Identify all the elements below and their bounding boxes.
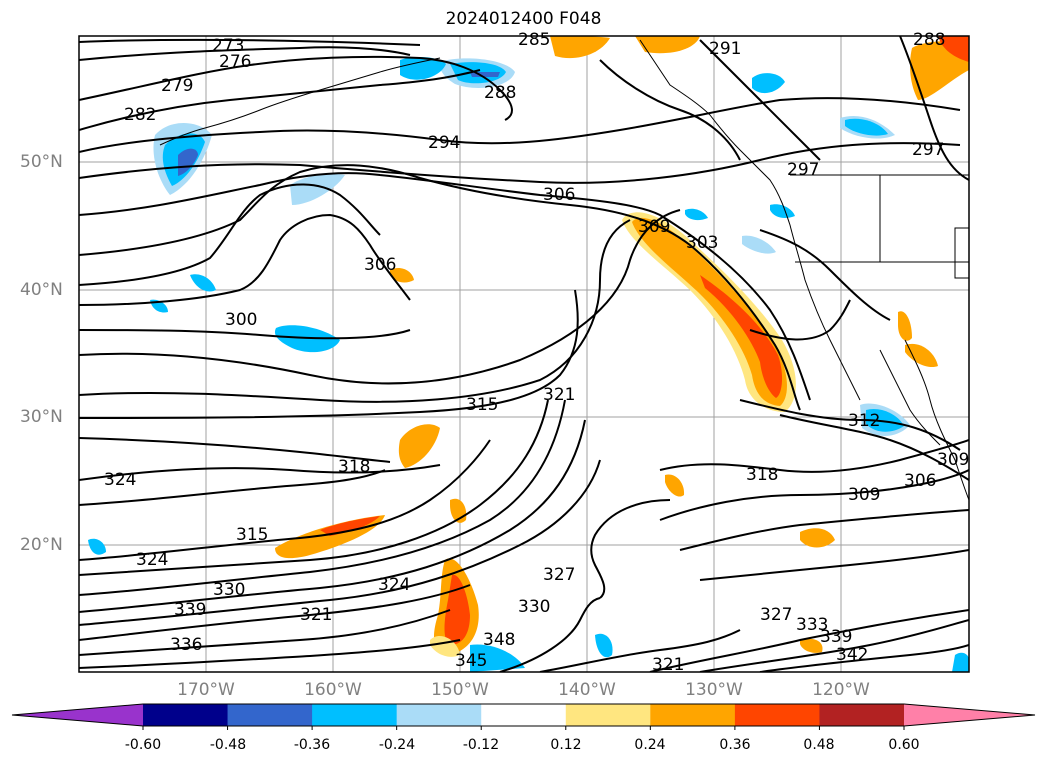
colorbar-tick-label: 0.24 — [634, 737, 666, 753]
contour-label: 330 — [213, 580, 245, 600]
contours — [79, 36, 969, 672]
contour-label: 288 — [913, 30, 945, 50]
shaded-fields — [88, 36, 969, 672]
contour-label: 297 — [787, 160, 819, 180]
map-title: 2024012400 F048 — [445, 9, 602, 29]
colorbar-extend-high — [904, 704, 1035, 726]
lon-label: 160°W — [304, 680, 362, 700]
contour-label: 276 — [219, 52, 251, 72]
colorbar-segment — [734, 704, 820, 726]
colorbar-segment — [565, 704, 651, 726]
contour-label: 333 — [796, 615, 828, 635]
colorbar-segment — [650, 704, 736, 726]
contour-label: 306 — [543, 185, 575, 205]
contour-label: 279 — [161, 76, 193, 96]
contour-label: 306 — [364, 255, 396, 275]
contour-label: 342 — [836, 645, 868, 665]
colorbar-extend-low — [12, 704, 143, 726]
contour-label: 273 — [212, 36, 244, 56]
lon-label: 130°W — [685, 680, 743, 700]
colorbar-tick-label: 0.48 — [803, 737, 835, 753]
contour-label: 306 — [904, 471, 936, 491]
contour-label: 309 — [638, 217, 670, 237]
contour-label: 297 — [912, 140, 944, 160]
contour-label: 282 — [124, 105, 156, 125]
contour-label: 309 — [848, 485, 880, 505]
contour-label: 294 — [428, 133, 460, 153]
colorbar-segment — [819, 704, 905, 726]
contour-label: 318 — [746, 465, 778, 485]
contour-label: 315 — [466, 395, 498, 415]
colorbar-tick-label: -0.60 — [124, 737, 162, 753]
contour-label: 324 — [378, 575, 410, 595]
contour-label: 312 — [848, 411, 880, 431]
colorbar-segment — [312, 704, 398, 726]
lon-label: 120°W — [812, 680, 870, 700]
contour-label: 288 — [484, 83, 516, 103]
contour-label: 315 — [236, 525, 268, 545]
map-panel — [79, 36, 969, 672]
contour-label-group: 273 276 279 282 285 288 288 291 294 297 … — [104, 30, 969, 675]
colorbar-tick-label: 0.12 — [550, 737, 582, 753]
colorbar-tick-label: -0.24 — [378, 737, 416, 753]
contour-label: 327 — [543, 565, 575, 585]
contour-label: 348 — [483, 630, 515, 650]
contour-label: 318 — [338, 457, 370, 477]
lat-label: 50°N — [20, 152, 63, 172]
contour-label: 321 — [300, 605, 332, 625]
lon-label: 150°W — [431, 680, 489, 700]
contour-label: 324 — [136, 550, 168, 570]
contour-label: 291 — [709, 39, 741, 59]
colorbar — [11, 703, 1036, 730]
colorbar-segment — [481, 704, 567, 726]
colorbar-segment — [227, 704, 313, 726]
lat-label: 30°N — [20, 407, 63, 427]
contour-label: 324 — [104, 470, 136, 490]
colorbar-tick-label: -0.36 — [293, 737, 331, 753]
contour-label: 321 — [652, 655, 684, 675]
contour-label: 339 — [174, 600, 206, 620]
contour-label: 285 — [518, 30, 550, 50]
colorbar-segment — [396, 704, 482, 726]
contour-label: 327 — [760, 605, 792, 625]
contour-label: 321 — [543, 385, 575, 405]
contour-label: 336 — [170, 635, 202, 655]
colorbar-tick-label: 0.36 — [719, 737, 751, 753]
lat-label: 20°N — [20, 535, 63, 555]
lon-label: 170°W — [177, 680, 235, 700]
contour-label: 303 — [686, 233, 718, 253]
contour-label: 330 — [518, 597, 550, 617]
lon-label: 140°W — [558, 680, 616, 700]
colorbar-tick-label: -0.12 — [462, 737, 500, 753]
coastlines — [159, 39, 969, 501]
lat-label: 40°N — [20, 280, 63, 300]
contour-label: 300 — [225, 310, 257, 330]
colorbar-tick-label: -0.48 — [209, 737, 247, 753]
contour-label: 309 — [937, 450, 969, 470]
map-frame — [78, 35, 970, 673]
contour-label: 339 — [820, 627, 852, 647]
colorbar-segment — [143, 704, 229, 726]
colorbar-tick-label: 0.60 — [888, 737, 920, 753]
contour-label: 345 — [455, 651, 487, 671]
